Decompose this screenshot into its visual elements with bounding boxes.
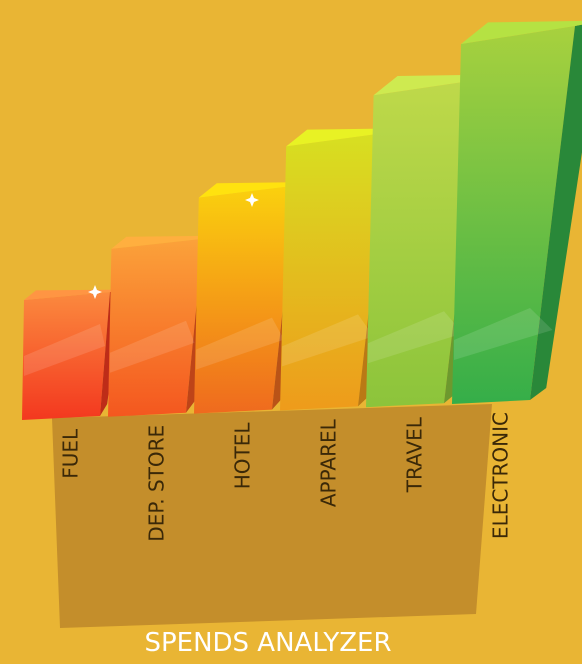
bar-apparel bbox=[280, 132, 389, 411]
bar-top-cap bbox=[198, 182, 314, 198]
sparkle-icon bbox=[88, 285, 102, 299]
bar-top-cap bbox=[111, 235, 218, 249]
category-label: FUEL bbox=[59, 428, 83, 479]
chart-title: SPENDS ANALYZER bbox=[144, 628, 391, 658]
bar-gloss bbox=[282, 314, 374, 367]
bars-group bbox=[22, 20, 582, 420]
bar-top-cap bbox=[461, 20, 582, 44]
category-labels: FUEL DEP. STORE HOTEL APPAREL TRAVEL ELECTRON… bbox=[59, 412, 513, 542]
chart-base-platform bbox=[52, 404, 492, 628]
category-label: DEP. STORE bbox=[145, 425, 169, 542]
bar-side-face bbox=[530, 24, 582, 400]
bar-gloss bbox=[454, 308, 553, 360]
category-label: HOTEL bbox=[231, 422, 255, 490]
bar-gloss bbox=[368, 311, 463, 364]
bar-electronic bbox=[452, 26, 575, 404]
bar-gloss bbox=[196, 317, 284, 370]
category-label: ELECTRONIC bbox=[489, 412, 513, 539]
bar-fuel bbox=[22, 292, 110, 420]
bar-gloss bbox=[24, 324, 105, 376]
category-label: APPAREL bbox=[317, 418, 341, 507]
bar-gloss bbox=[110, 320, 195, 373]
category-label: TRAVEL bbox=[403, 416, 427, 493]
bar-hotel bbox=[194, 185, 296, 414]
bar-travel bbox=[366, 79, 482, 408]
bar-dep-store bbox=[108, 238, 203, 417]
sparkle-icon bbox=[245, 193, 259, 207]
